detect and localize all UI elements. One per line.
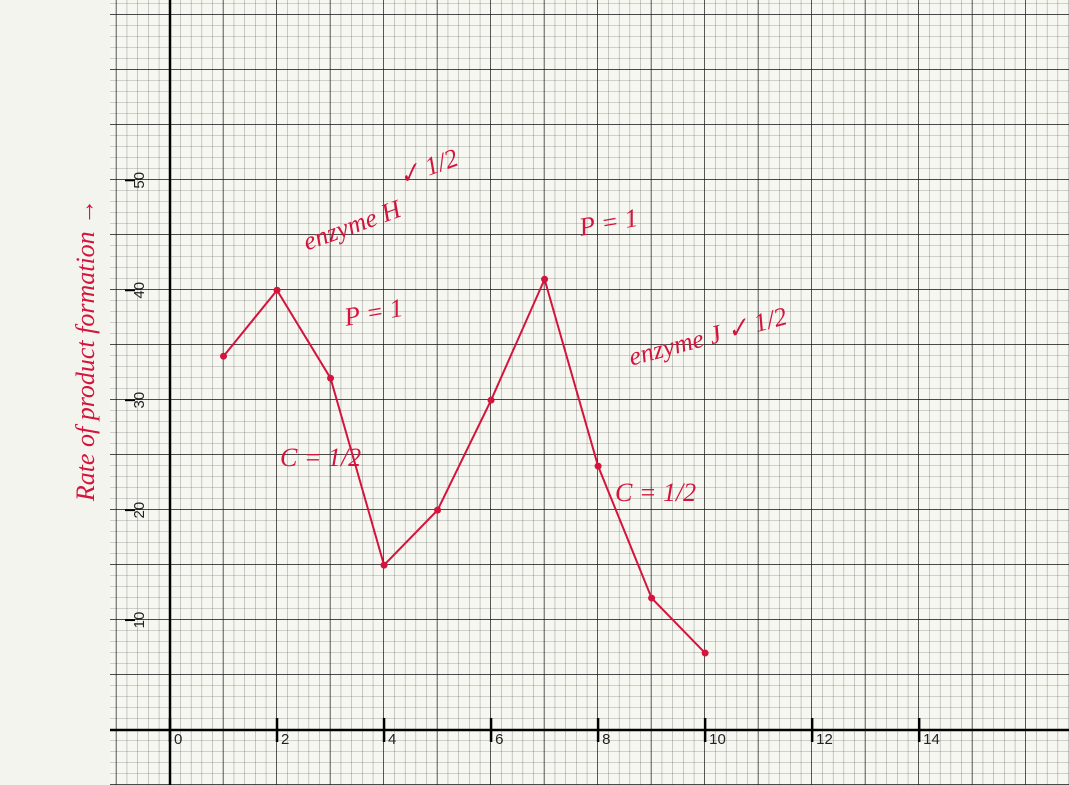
data-point: [595, 463, 602, 470]
data-point: [648, 595, 655, 602]
graph-paper-coarse: [110, 0, 1069, 785]
data-point: [274, 287, 281, 294]
y-axis-label: Rate of product formation →: [71, 199, 100, 502]
data-point: [434, 507, 441, 514]
x-tick-label: 0: [174, 731, 182, 748]
data-point: [381, 562, 388, 569]
y-tick-label: 10: [131, 612, 148, 629]
x-tick-label: 14: [923, 731, 940, 748]
chart: Rate of product formation → 10 20 30 40 50 0 2…: [0, 0, 1069, 785]
x-tick-label: 10: [709, 731, 726, 748]
y-tick-label: 50: [131, 172, 148, 189]
x-tick-label: 4: [388, 731, 396, 748]
data-point: [541, 276, 548, 283]
x-tick-label: 2: [281, 731, 289, 748]
x-tick-label: 12: [816, 731, 833, 748]
annotation: C = 1/2: [615, 478, 696, 507]
data-point: [488, 397, 495, 404]
y-tick-label: 20: [131, 502, 148, 519]
page: {"chart_data": {"type": "line", "y_label…: [0, 0, 1069, 785]
y-tick-label: 30: [131, 392, 148, 409]
x-tick-label: 8: [602, 731, 610, 748]
y-tick-label: 40: [131, 282, 148, 299]
data-point: [327, 375, 334, 382]
annotation: C = 1/2: [280, 443, 361, 472]
data-point: [220, 353, 227, 360]
data-point: [702, 650, 709, 657]
x-tick-label: 6: [495, 731, 503, 748]
